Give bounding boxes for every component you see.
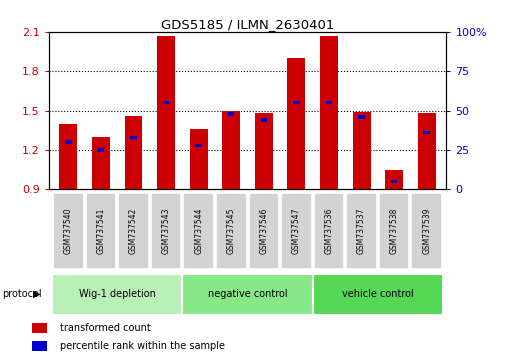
Bar — [157, 36, 175, 189]
FancyBboxPatch shape — [183, 193, 214, 269]
FancyBboxPatch shape — [52, 274, 182, 315]
Bar — [293, 101, 300, 104]
FancyBboxPatch shape — [281, 193, 312, 269]
Bar — [326, 101, 332, 104]
Bar — [228, 112, 234, 115]
Bar — [92, 137, 110, 189]
Text: GSM737544: GSM737544 — [194, 208, 203, 254]
Text: ▶: ▶ — [33, 289, 41, 299]
FancyBboxPatch shape — [313, 193, 344, 269]
Bar — [195, 144, 202, 147]
Text: Wig-1 depletion: Wig-1 depletion — [78, 289, 155, 299]
Text: GSM737546: GSM737546 — [259, 208, 268, 254]
Bar — [418, 113, 436, 189]
Bar — [130, 136, 137, 139]
FancyBboxPatch shape — [313, 274, 443, 315]
Bar — [320, 36, 338, 189]
Text: GSM737539: GSM737539 — [422, 208, 431, 254]
Text: percentile rank within the sample: percentile rank within the sample — [60, 341, 225, 351]
Text: GSM737545: GSM737545 — [227, 208, 236, 254]
Text: GSM737538: GSM737538 — [390, 208, 399, 254]
Text: GSM737536: GSM737536 — [325, 208, 333, 254]
Bar — [391, 180, 398, 183]
Bar — [424, 131, 430, 135]
Bar — [32, 323, 47, 333]
Bar — [32, 341, 47, 351]
Text: vehicle control: vehicle control — [342, 289, 414, 299]
FancyBboxPatch shape — [248, 193, 279, 269]
Bar — [97, 148, 104, 152]
Bar — [222, 110, 240, 189]
Text: GSM737543: GSM737543 — [162, 208, 170, 254]
FancyBboxPatch shape — [379, 193, 409, 269]
FancyBboxPatch shape — [216, 193, 247, 269]
Bar — [352, 112, 370, 189]
Bar — [261, 118, 267, 122]
Text: GSM737537: GSM737537 — [357, 208, 366, 254]
FancyBboxPatch shape — [151, 193, 182, 269]
Text: protocol: protocol — [3, 289, 42, 299]
FancyBboxPatch shape — [86, 193, 116, 269]
Text: negative control: negative control — [208, 289, 287, 299]
Bar — [125, 116, 143, 189]
Text: GSM737541: GSM737541 — [96, 208, 105, 254]
Text: GSM737540: GSM737540 — [64, 208, 73, 254]
FancyBboxPatch shape — [411, 193, 442, 269]
Bar — [190, 129, 208, 189]
FancyBboxPatch shape — [53, 193, 84, 269]
Bar — [255, 113, 273, 189]
Bar — [385, 170, 403, 189]
Text: transformed count: transformed count — [60, 323, 150, 333]
Bar — [60, 124, 77, 189]
Text: GSM737547: GSM737547 — [292, 208, 301, 254]
Text: GSM737542: GSM737542 — [129, 208, 138, 254]
FancyBboxPatch shape — [118, 193, 149, 269]
Bar — [358, 115, 365, 119]
Bar — [163, 101, 169, 104]
Title: GDS5185 / ILMN_2630401: GDS5185 / ILMN_2630401 — [161, 18, 334, 31]
FancyBboxPatch shape — [182, 274, 313, 315]
Bar — [65, 141, 71, 144]
FancyBboxPatch shape — [346, 193, 377, 269]
Bar — [287, 58, 305, 189]
